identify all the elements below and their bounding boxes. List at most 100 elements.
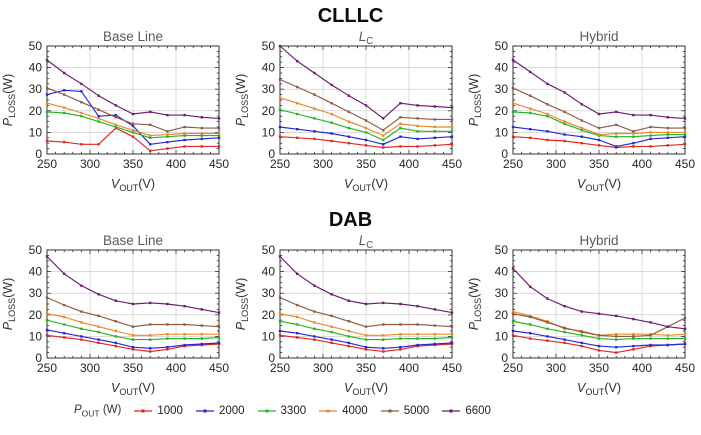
chart-cell-clllc-base-line: Base Line 250 300 350 400 450 0 10 20 30 40 50 VOUT(… — [1, 28, 234, 195]
x-tick-label: 300 — [546, 361, 566, 375]
x-tick-label: 300 — [313, 157, 333, 171]
series-markers-4000 — [278, 312, 454, 337]
chart-cell-dab-hybrid: Hybrid 250 300 350 400 450 0 10 20 30 40 50 VOUT(V) P… — [467, 232, 700, 399]
y-tick-label: 30 — [262, 82, 276, 96]
series-markers-3300 — [511, 320, 687, 341]
series-markers-6600 — [45, 58, 221, 120]
legend-entry-2000: 2000 — [195, 405, 245, 417]
x-tick-label: 250 — [37, 361, 57, 375]
y-tick-label: 0 — [268, 147, 275, 161]
legend-line-marker-icon — [195, 409, 214, 413]
x-tick-label: 350 — [356, 157, 376, 171]
legend-line-marker-icon — [257, 409, 276, 413]
y-tick-label: 50 — [495, 39, 509, 53]
x-tick-label: 300 — [313, 361, 333, 375]
series-markers-6600 — [511, 58, 687, 120]
y-tick-label: 30 — [262, 286, 276, 300]
x-tick-label: 400 — [166, 361, 186, 375]
x-tick-label: 350 — [123, 157, 143, 171]
x-axis-label: VOUT(V) — [577, 177, 621, 193]
y-tick-label: 10 — [495, 125, 509, 139]
charts-row-dab: Base Line 250 300 350 400 450 0 10 20 30 40 50 VOUT(… — [0, 232, 701, 399]
y-tick-label: 0 — [35, 147, 42, 161]
x-tick-label: 400 — [166, 157, 186, 171]
loss-comparison-figure: CLLLC Base Line 250 300 350 400 450 0 10 20 30 40 5… — [0, 4, 701, 435]
series-markers-1000 — [45, 126, 221, 152]
series-markers-3300 — [278, 320, 454, 341]
x-tick-label: 400 — [632, 361, 652, 375]
y-tick-label: 20 — [29, 308, 43, 322]
x-tick-label: 450 — [209, 157, 229, 171]
y-tick-label: 0 — [35, 351, 42, 365]
subplot-title: Base Line — [103, 233, 163, 248]
legend-line-marker-icon — [319, 409, 338, 413]
series-markers-4000 — [278, 96, 454, 137]
x-tick-label: 350 — [356, 361, 376, 375]
chart-cell-dab-lc: LC 250 300 350 400 450 0 10 20 30 40 50 VOUT(V) PLOSS… — [234, 232, 467, 399]
y-tick-label: 30 — [495, 286, 509, 300]
chart-dab-hybrid: Hybrid 250 300 350 400 450 0 10 20 30 40 50 VOUT(V) P… — [467, 233, 695, 397]
y-tick-label: 10 — [262, 329, 276, 343]
series-markers-2000 — [278, 125, 454, 146]
legend-entry-1000: 1000 — [134, 405, 183, 417]
y-tick-label: 20 — [29, 104, 43, 118]
y-tick-label: 40 — [262, 265, 276, 279]
x-tick-label: 400 — [632, 157, 652, 171]
x-tick-label: 400 — [399, 361, 419, 375]
series-markers-2000 — [278, 329, 454, 350]
group-title-clllc: CLLLC — [317, 5, 384, 27]
x-tick-label: 450 — [209, 361, 229, 375]
y-tick-label: 0 — [268, 351, 275, 365]
x-axis-label: VOUT(V) — [111, 381, 155, 397]
series-markers-3300 — [278, 108, 454, 142]
charts-row-clllc: Base Line 250 300 350 400 450 0 10 20 30 40 50 VOUT(… — [0, 28, 701, 195]
axis-ticks — [46, 45, 220, 155]
x-tick-label: 350 — [589, 361, 609, 375]
x-axis-label: VOUT(V) — [344, 177, 388, 193]
y-tick-label: 20 — [262, 104, 276, 118]
y-tick-label: 50 — [262, 39, 276, 53]
series-markers-2000 — [511, 329, 687, 349]
y-axis-label: PLOSS(W) — [467, 278, 483, 330]
subplot-title: LC — [359, 233, 374, 251]
series-markers-1000 — [278, 135, 454, 149]
y-tick-label: 30 — [29, 82, 43, 96]
series-markers-6600 — [278, 44, 454, 120]
series-markers-2000 — [45, 328, 221, 350]
legend-line-marker-icon — [134, 409, 153, 413]
y-tick-label: 20 — [495, 104, 509, 118]
x-tick-label: 250 — [503, 361, 523, 375]
subplot-title: Hybrid — [579, 233, 618, 248]
y-tick-label: 40 — [29, 265, 43, 279]
series-markers-2000 — [511, 125, 687, 148]
y-axis-label: PLOSS(W) — [1, 278, 17, 330]
legend-entry-3300: 3300 — [257, 405, 307, 418]
y-tick-label: 30 — [29, 286, 43, 300]
chart-cell-clllc-lc: LC 250 300 350 400 450 0 10 20 30 40 50 VOUT(V) PLOSS… — [234, 28, 467, 195]
x-tick-label: 450 — [442, 157, 462, 171]
series-markers-6600 — [45, 255, 221, 314]
legend-title: POUT (W) — [74, 404, 122, 419]
chart-cell-dab-base-line: Base Line 250 300 350 400 450 0 10 20 30 40 50 VOUT(… — [1, 232, 234, 399]
y-tick-label: 10 — [29, 125, 43, 139]
series-markers-5000 — [45, 296, 221, 328]
series-markers-5000 — [278, 296, 454, 328]
x-axis-label: VOUT(V) — [344, 381, 388, 397]
x-axis-label: VOUT(V) — [111, 177, 155, 193]
y-tick-label: 20 — [495, 308, 509, 322]
x-tick-label: 450 — [675, 361, 695, 375]
x-tick-label: 300 — [80, 361, 100, 375]
legend-entry-6600: 6600 — [442, 405, 491, 417]
x-tick-label: 400 — [399, 157, 419, 171]
x-tick-label: 450 — [675, 157, 695, 171]
legend-entry-4000: 4000 — [319, 405, 368, 417]
y-tick-label: 30 — [495, 82, 509, 96]
y-axis-label: PLOSS(W) — [467, 74, 483, 126]
legend-entry-label: 3300 — [280, 405, 307, 418]
series-markers-5000 — [278, 78, 454, 132]
series-markers-4000 — [45, 312, 221, 337]
x-tick-label: 250 — [270, 361, 290, 375]
legend-entry-label: 5000 — [403, 405, 430, 418]
y-tick-label: 50 — [262, 243, 276, 257]
legend-entry-5000: 5000 — [380, 405, 430, 418]
